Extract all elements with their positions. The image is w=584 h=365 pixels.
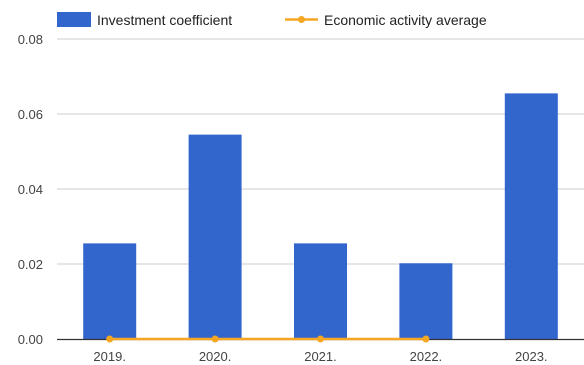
y-tick-label: 0.08: [18, 32, 43, 47]
x-axis-ticks: 2019. 2020. 2021. 2022. 2023.: [93, 349, 547, 364]
y-axis-ticks: 0.00 0.02 0.04 0.06 0.08: [18, 32, 43, 347]
x-tick-label: 2022.: [410, 349, 443, 364]
legend-label-economic: Economic activity average: [324, 12, 487, 28]
x-tick-label: 2021.: [304, 349, 337, 364]
y-tick-label: 0.04: [18, 182, 43, 197]
y-tick-label: 0.00: [18, 332, 43, 347]
bar-2021: [294, 243, 347, 339]
economic-activity-point-3: [422, 335, 430, 343]
y-tick-label: 0.06: [18, 107, 43, 122]
legend-swatch-investment: [57, 12, 91, 27]
bar-2023: [504, 93, 558, 339]
x-tick-label: 2019.: [93, 349, 126, 364]
bar-2019: [83, 243, 137, 339]
line-series: [106, 335, 430, 343]
economic-activity-point-1: [211, 335, 219, 343]
bar-2022: [399, 263, 453, 339]
legend: Investment coefficient Economic activity…: [57, 12, 487, 28]
y-tick-label: 0.02: [18, 257, 43, 272]
x-tick-label: 2023.: [515, 349, 548, 364]
economic-activity-point-0: [106, 335, 114, 343]
legend-swatch-economic-marker: [298, 16, 305, 23]
economic-activity-point-2: [317, 335, 324, 343]
legend-label-investment: Investment coefficient: [97, 12, 232, 28]
x-tick-label: 2020.: [199, 349, 232, 364]
bar-series: [83, 93, 558, 339]
bar-2020: [188, 134, 242, 339]
